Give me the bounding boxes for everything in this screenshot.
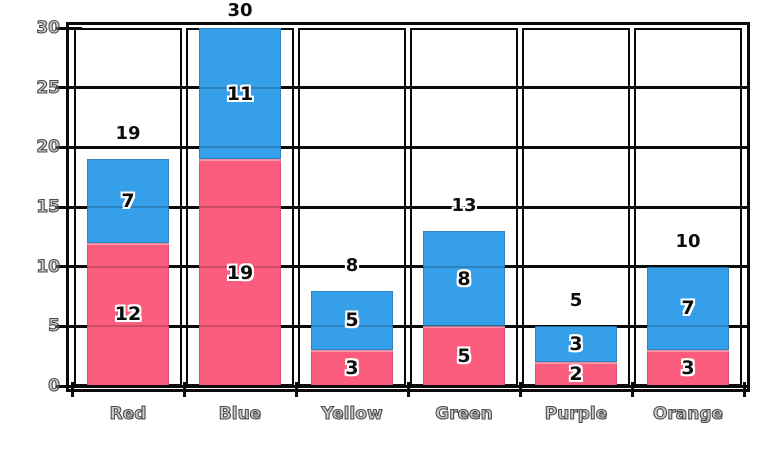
gridline-horizontal <box>69 265 747 269</box>
y-axis-tick <box>56 265 82 269</box>
bar-total-label: 8 <box>345 254 359 276</box>
x-axis-tick <box>70 382 74 397</box>
x-axis-tick <box>630 382 634 397</box>
gridline-horizontal <box>69 324 747 328</box>
bar-segment-blue <box>199 28 281 160</box>
bar-total-label: 5 <box>569 290 583 312</box>
bar-segment-blue <box>87 159 169 243</box>
y-axis-tick <box>56 324 82 328</box>
bar-value-label: 3 <box>345 357 359 380</box>
bar-value-label: 8 <box>457 267 471 290</box>
gridline-horizontal <box>69 205 747 209</box>
bar-segment-pink <box>423 326 505 386</box>
y-axis-tick-label: 0 <box>48 375 61 396</box>
bar-segment-blue <box>647 266 729 351</box>
gridline-overlay <box>69 325 747 328</box>
bar-value-label: 7 <box>121 190 135 213</box>
x-axis-category-label: Blue <box>218 403 262 424</box>
y-axis-tick <box>56 145 82 149</box>
bar-total-label: 10 <box>675 230 701 252</box>
gridline-overlay <box>69 206 747 208</box>
gridline-overlay <box>69 265 747 268</box>
x-axis-baseline <box>69 384 747 388</box>
x-axis-tick <box>182 382 186 397</box>
x-axis-tick <box>518 382 522 397</box>
bar-value-label: 5 <box>457 345 471 368</box>
bar-segment-pink <box>87 242 169 386</box>
bar-total-label: 19 <box>115 123 141 145</box>
bar-segment-blue <box>535 326 617 363</box>
x-axis-category-label: Yellow <box>321 403 383 424</box>
bar-segment-blue <box>311 290 393 351</box>
y-axis-tick-label: 20 <box>36 137 61 158</box>
x-axis-tick <box>742 382 746 397</box>
bar-total-label: 30 <box>227 0 253 21</box>
x-axis-category-label: Purple <box>544 403 608 424</box>
bar-value-label: 19 <box>226 261 254 284</box>
bar-segment-pink <box>311 350 393 386</box>
x-axis-category-label: Red <box>109 403 147 424</box>
bar-value-label: 12 <box>114 303 142 326</box>
gridline-horizontal <box>69 145 747 149</box>
y-axis-tick-label: 25 <box>36 77 61 98</box>
bar-value-label: 2 <box>569 363 583 386</box>
y-axis-tick-label: 30 <box>36 17 61 38</box>
bar-total-label: 13 <box>451 194 477 216</box>
gridline-overlay <box>69 86 747 89</box>
bar-value-label: 11 <box>226 82 254 105</box>
y-axis-tick-label: 10 <box>36 256 61 277</box>
bar-segment-pink <box>647 350 729 386</box>
bar-segment-pink <box>535 362 617 386</box>
bar-value-label: 5 <box>345 309 359 332</box>
gridline-horizontal <box>69 86 747 90</box>
bar-segment-pink <box>199 159 281 386</box>
x-axis-category-label: Orange <box>652 403 724 424</box>
x-axis-tick <box>294 382 298 397</box>
y-axis-tick <box>56 205 82 209</box>
bar-value-label: 3 <box>681 357 695 380</box>
y-axis-tick-label: 15 <box>36 196 61 217</box>
y-axis-tick <box>56 86 82 90</box>
x-axis-tick <box>406 382 410 397</box>
x-axis-category-label: Green <box>435 403 494 424</box>
bar-segment-blue <box>423 230 505 327</box>
gridline-overlay <box>69 146 747 149</box>
y-axis-tick-label: 5 <box>48 316 61 337</box>
y-axis-tick <box>56 26 82 30</box>
bar-value-label: 3 <box>569 333 583 356</box>
bar-value-label: 7 <box>681 297 695 320</box>
